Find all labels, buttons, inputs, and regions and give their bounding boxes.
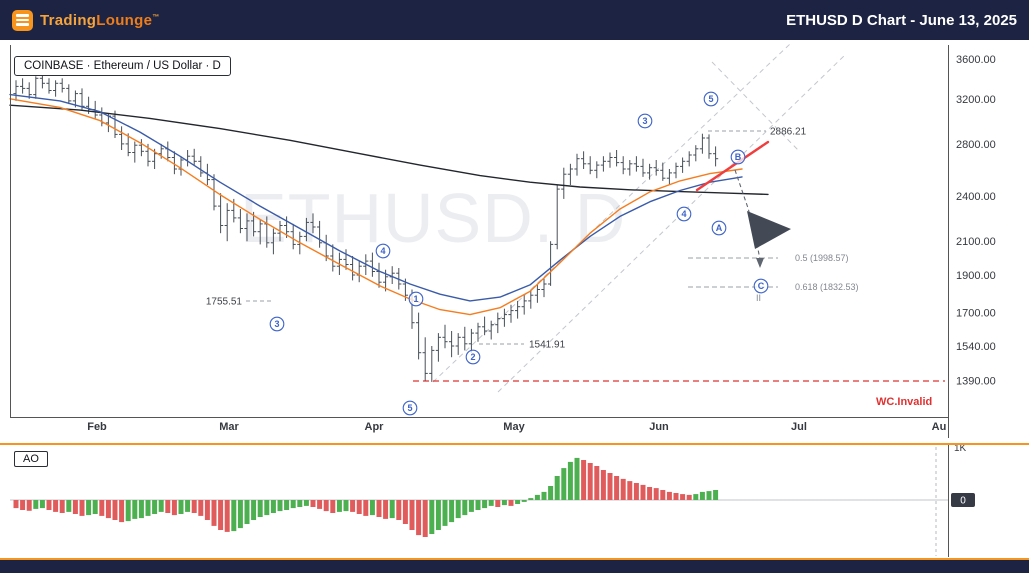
price-axis: 3600.00 3200.00 2800.00 2400.00 2100.00 1900.… — [956, 54, 996, 388]
header-bar: TradingLounge™ ETHUSD D Chart - June 13,… — [0, 0, 1029, 40]
orange-separator — [0, 443, 1029, 445]
ma-fast-line — [9, 98, 743, 316]
svg-text:May: May — [503, 421, 525, 433]
svg-text:4: 4 — [380, 246, 385, 256]
svg-text:2100.00: 2100.00 — [956, 236, 996, 248]
ao-axis: 1K 0 — [935, 445, 975, 557]
price-flags: 2886.21 1755.51 1541.91 — [206, 127, 807, 351]
logo-word-trading: Trading — [40, 11, 97, 29]
svg-text:1390.00: 1390.00 — [956, 376, 996, 388]
svg-text:2: 2 — [470, 352, 475, 362]
svg-text:0.5 (1998.57): 0.5 (1998.57) — [795, 253, 849, 263]
tradinglounge-logo-text: TradingLounge™ — [40, 12, 160, 29]
logo-trademark: ™ — [152, 13, 160, 21]
svg-text:4: 4 — [681, 209, 686, 219]
channel-lines — [432, 43, 847, 393]
svg-text:0: 0 — [960, 496, 966, 507]
misc-annotation: II — [756, 293, 761, 303]
svg-text:1: 1 — [413, 294, 418, 304]
ao-indicator-label[interactable]: AO — [14, 451, 48, 467]
svg-text:3600.00: 3600.00 — [956, 54, 996, 66]
svg-text:5: 5 — [407, 403, 412, 413]
page-title: ETHUSD D Chart - June 13, 2025 — [786, 11, 1017, 29]
ao-indicator-panel[interactable]: AO 1K 0 — [0, 445, 1029, 558]
projection-arrow — [734, 169, 764, 268]
svg-text:1700.00: 1700.00 — [956, 308, 996, 320]
svg-text:Mar: Mar — [219, 421, 239, 433]
fib-levels: 0.5 (1998.57) 0.618 (1832.53) — [688, 253, 859, 292]
svg-text:Jul: Jul — [791, 421, 807, 433]
svg-text:WC.Invalid: WC.Invalid — [876, 396, 932, 408]
svg-text:2886.21: 2886.21 — [770, 127, 807, 138]
svg-text:C: C — [758, 281, 765, 291]
elliott-wave-labels: 3 4 1 2 5 3 5 4 A B C — [269, 91, 769, 416]
chart-frame — [10, 45, 949, 438]
svg-text:1900.00: 1900.00 — [956, 270, 996, 282]
down-arrow-marker — [747, 211, 791, 249]
tradinglounge-logo-icon — [12, 9, 33, 31]
ao-histogram — [13, 457, 719, 537]
candlestick-series — [13, 74, 719, 382]
invalidation-line: WC.Invalid — [413, 380, 945, 408]
svg-text:1K: 1K — [954, 445, 967, 454]
ao-histogram-canvas[interactable]: 1K 0 — [0, 445, 1029, 558]
svg-text:3: 3 — [274, 319, 279, 329]
svg-text:3: 3 — [642, 116, 647, 126]
svg-text:2800.00: 2800.00 — [956, 139, 996, 151]
svg-text:Apr: Apr — [365, 421, 385, 433]
tradinglounge-logo[interactable]: TradingLounge™ — [12, 9, 160, 31]
ao-zero-badge — [951, 493, 975, 507]
ma-slow-line — [9, 104, 769, 196]
symbol-watermark: ETHUSD. D — [240, 179, 627, 257]
red-trendline — [695, 140, 770, 192]
time-axis: Feb Mar Apr May Jun Jul Au — [87, 421, 946, 433]
svg-text:5: 5 — [708, 94, 713, 104]
svg-text:2400.00: 2400.00 — [956, 191, 996, 203]
svg-text:Jun: Jun — [649, 421, 669, 433]
svg-text:1540.00: 1540.00 — [956, 341, 996, 353]
svg-text:3200.00: 3200.00 — [956, 94, 996, 106]
logo-word-lounge: Lounge — [96, 11, 153, 29]
svg-text:1541.91: 1541.91 — [529, 340, 566, 351]
main-chart-panel[interactable]: ETHUSD. D COINBASE · Ethereum / US Dolla… — [0, 40, 1029, 443]
svg-text:1755.51: 1755.51 — [206, 297, 243, 308]
ma-mid-line — [9, 93, 743, 302]
footer-bar — [0, 558, 1029, 573]
symbol-legend[interactable]: COINBASE · Ethereum / US Dollar · D — [14, 56, 231, 76]
svg-text:Feb: Feb — [87, 421, 107, 433]
svg-text:B: B — [735, 152, 742, 162]
svg-text:0.618 (1832.53): 0.618 (1832.53) — [795, 282, 859, 292]
svg-text:A: A — [716, 223, 723, 233]
svg-text:Au: Au — [932, 421, 947, 433]
